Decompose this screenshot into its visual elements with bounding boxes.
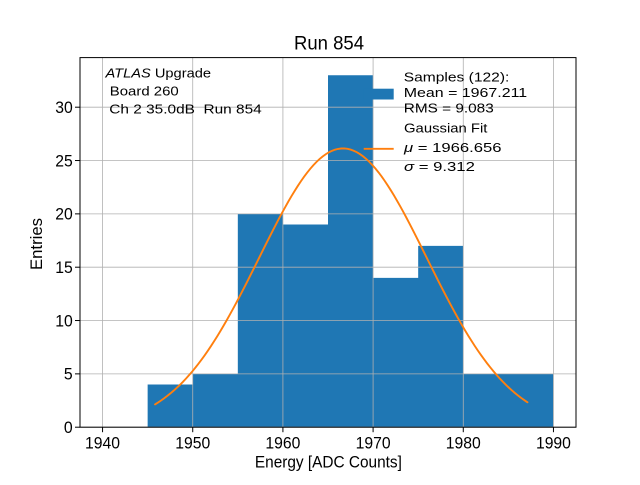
svg-text:Energy [ADC Counts]: Energy [ADC Counts] [255, 453, 402, 472]
svg-text:ATLAS Upgrade: ATLAS Upgrade [104, 65, 211, 80]
svg-text:1960: 1960 [265, 433, 300, 452]
svg-text:30: 30 [55, 98, 73, 117]
svg-text:20: 20 [55, 205, 73, 224]
svg-text:1990: 1990 [536, 433, 571, 452]
svg-text:Entries: Entries [27, 218, 46, 270]
svg-text:1970: 1970 [356, 433, 391, 452]
svg-text:Run 854: Run 854 [294, 33, 364, 55]
svg-text:Ch 2 35.0dB Run 854: Ch 2 35.0dB Run 854 [109, 101, 261, 116]
svg-text:Mean = 1967.211: Mean = 1967.211 [404, 85, 527, 100]
svg-text:1950: 1950 [175, 433, 210, 452]
svg-text:Board 260: Board 260 [110, 83, 179, 98]
svg-text:25: 25 [55, 151, 73, 170]
svg-text:0: 0 [64, 418, 73, 437]
svg-text:σ = 9.312: σ = 9.312 [404, 159, 475, 174]
svg-text:μ = 1966.656: μ = 1966.656 [403, 140, 502, 155]
svg-text:15: 15 [55, 258, 73, 277]
svg-text:RMS = 9.083: RMS = 9.083 [404, 101, 494, 116]
svg-text:Gaussian Fit: Gaussian Fit [404, 121, 488, 136]
svg-text:1940: 1940 [85, 433, 120, 452]
svg-text:10: 10 [55, 311, 73, 330]
svg-text:5: 5 [64, 365, 73, 384]
svg-text:1980: 1980 [446, 433, 481, 452]
svg-text:Samples (122):: Samples (122): [404, 69, 510, 84]
